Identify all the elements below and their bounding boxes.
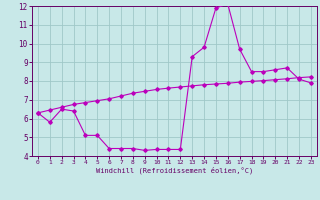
X-axis label: Windchill (Refroidissement éolien,°C): Windchill (Refroidissement éolien,°C) (96, 167, 253, 174)
